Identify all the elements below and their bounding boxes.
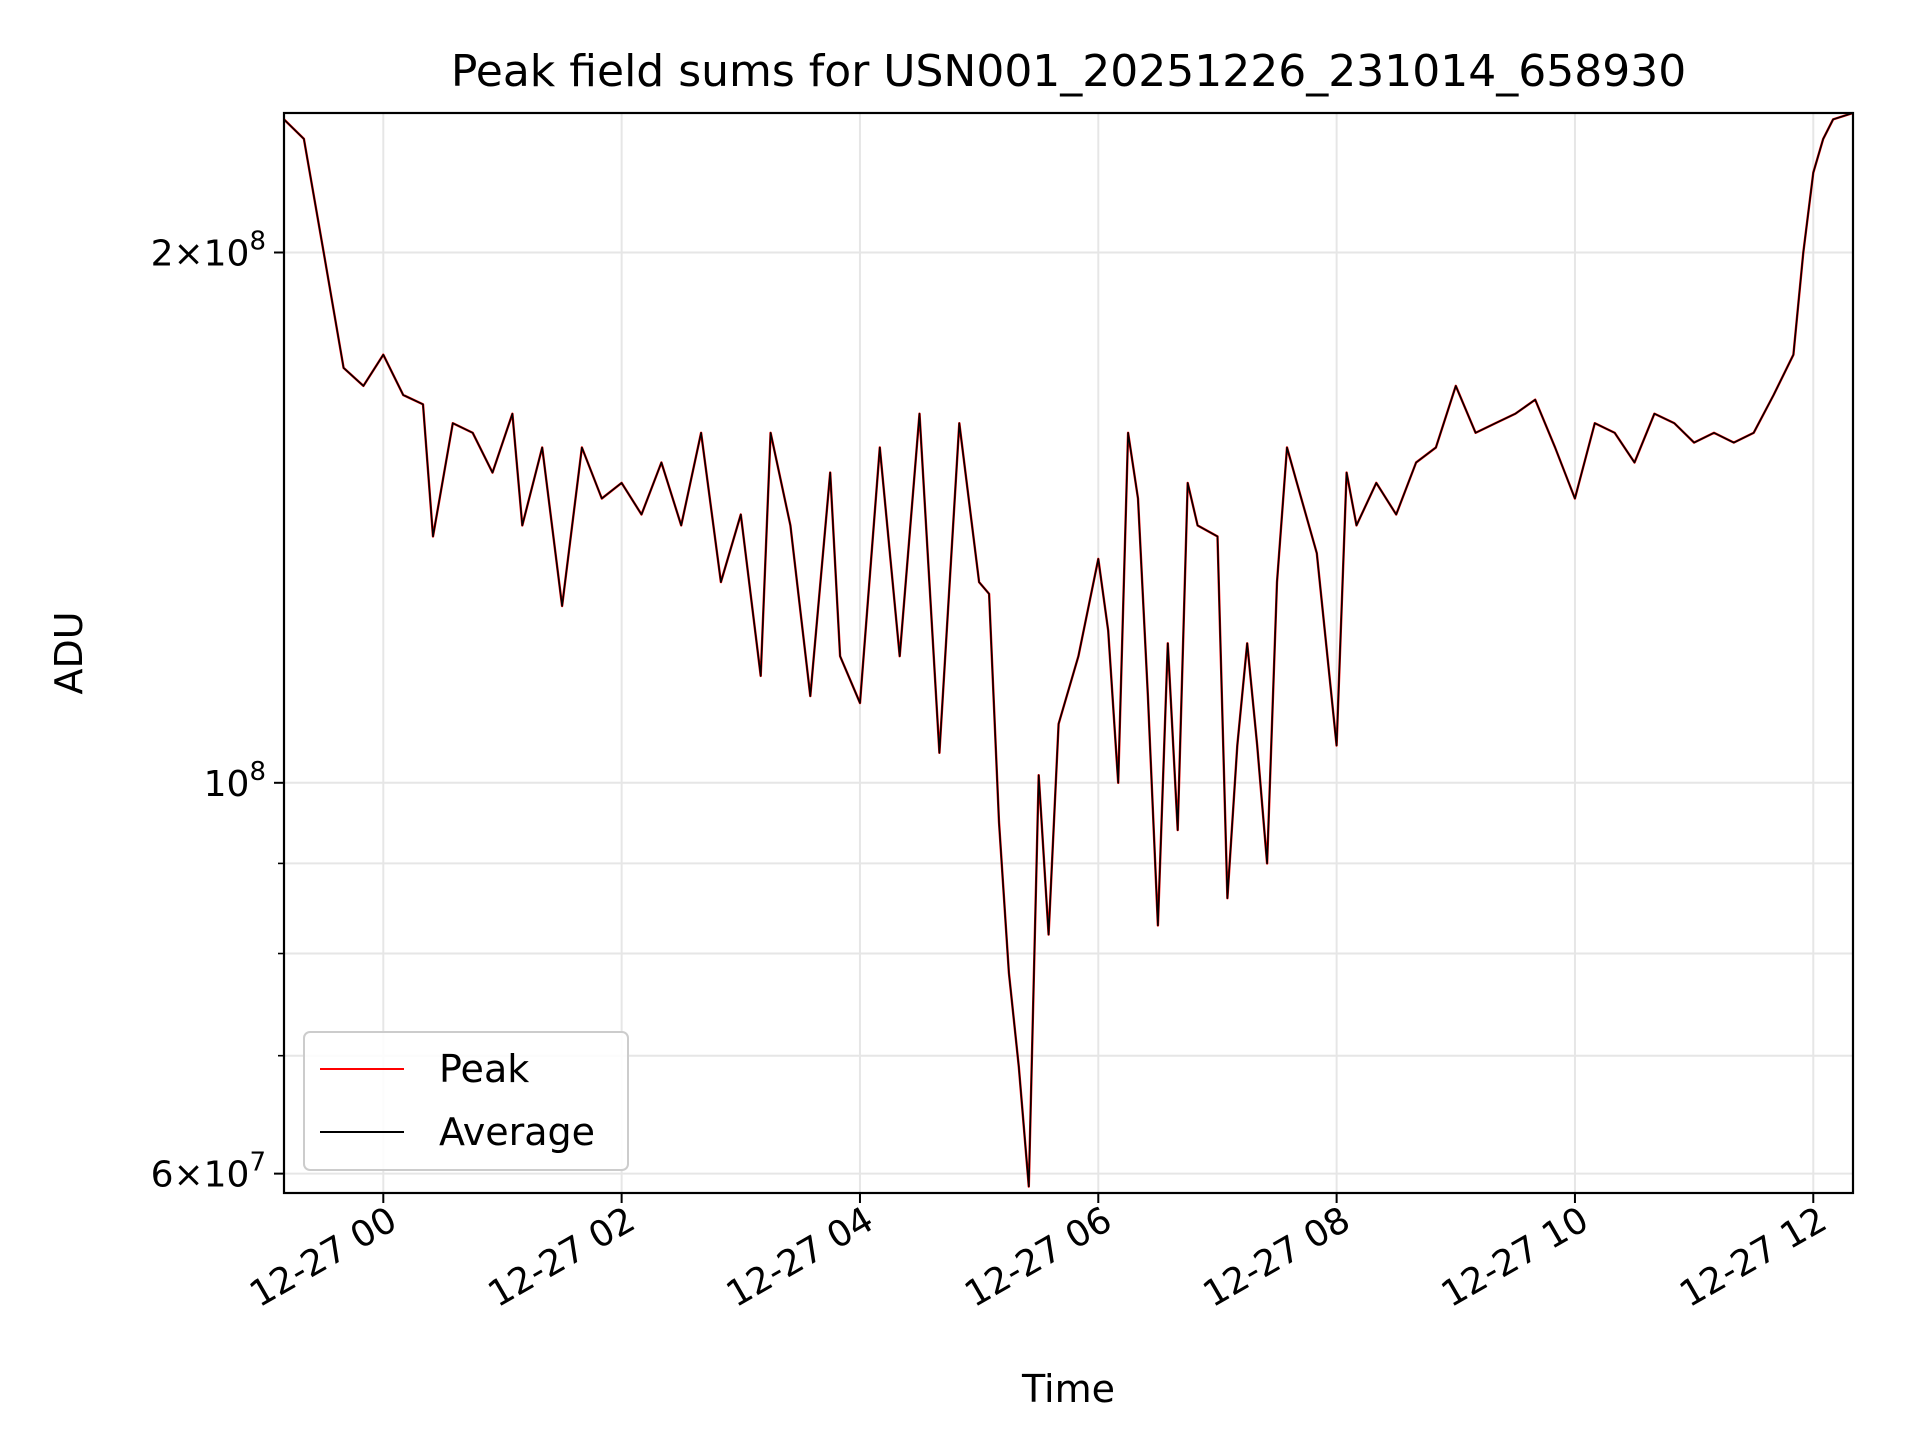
series-lines [283, 111, 1854, 1188]
y-tick-times: × [173, 233, 203, 274]
y-tick-label: 2×108 [151, 226, 266, 274]
y-tick-base: 10 [204, 233, 250, 274]
y-tick-exponent: 7 [249, 1148, 266, 1178]
legend-label-average: Average [439, 1110, 595, 1154]
plot-frame [282, 111, 1855, 1195]
y-tick-base: 10 [204, 1155, 250, 1196]
legend-box [303, 1031, 629, 1171]
series-line-average [283, 112, 1854, 1188]
y-tick-mantissa: 6 [151, 1155, 174, 1196]
chart-title: Peak field sums for USN001_20251226_2310… [451, 46, 1686, 97]
y-axis-label: ADU [47, 611, 91, 694]
y-tick-times: × [173, 1155, 203, 1196]
legend-label-peak: Peak [439, 1047, 529, 1091]
x-axis-label: Time [1021, 1367, 1115, 1411]
y-tick-label: 108 [204, 757, 266, 805]
y-tick-label: 6×107 [151, 1148, 266, 1196]
y-tick-base: 10 [204, 764, 250, 805]
legend: Peak Average [303, 1031, 629, 1171]
y-tick-mantissa: 2 [151, 233, 174, 274]
y-tick-exponent: 8 [249, 226, 266, 256]
y-tick-exponent: 8 [249, 757, 266, 787]
